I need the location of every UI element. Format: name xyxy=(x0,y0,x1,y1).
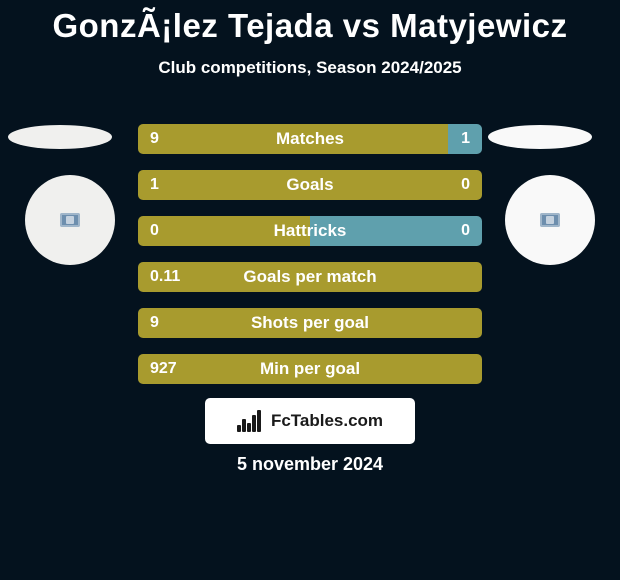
subtitle: Club competitions, Season 2024/2025 xyxy=(0,58,620,78)
stat-label: Matches xyxy=(138,124,482,154)
stat-label: Min per goal xyxy=(138,354,482,384)
stat-label: Goals per match xyxy=(138,262,482,292)
player1-avatar xyxy=(25,175,115,265)
stat-row: 0.11Goals per match xyxy=(138,262,482,292)
stat-row: 927Min per goal xyxy=(138,354,482,384)
stat-row: 00Hattricks xyxy=(138,216,482,246)
player2-oval xyxy=(488,125,592,149)
player1-oval xyxy=(8,125,112,149)
stat-label: Hattricks xyxy=(138,216,482,246)
stat-row: 9Shots per goal xyxy=(138,308,482,338)
stats-chart: 91Matches 10Goals 00Hattricks 0.11Goals per… xyxy=(138,124,482,400)
logo-icon xyxy=(237,410,265,432)
date: 5 november 2024 xyxy=(0,454,620,475)
stat-label: Shots per goal xyxy=(138,308,482,338)
stat-label: Goals xyxy=(138,170,482,200)
stat-row: 91Matches xyxy=(138,124,482,154)
logo: FcTables.com xyxy=(205,398,415,444)
comparison-infographic: GonzÃ¡lez Tejada vs Matyjewicz Club comp… xyxy=(0,0,620,580)
logo-text: FcTables.com xyxy=(271,411,383,431)
stat-row: 10Goals xyxy=(138,170,482,200)
player2-avatar xyxy=(505,175,595,265)
page-title: GonzÃ¡lez Tejada vs Matyjewicz xyxy=(0,0,620,44)
